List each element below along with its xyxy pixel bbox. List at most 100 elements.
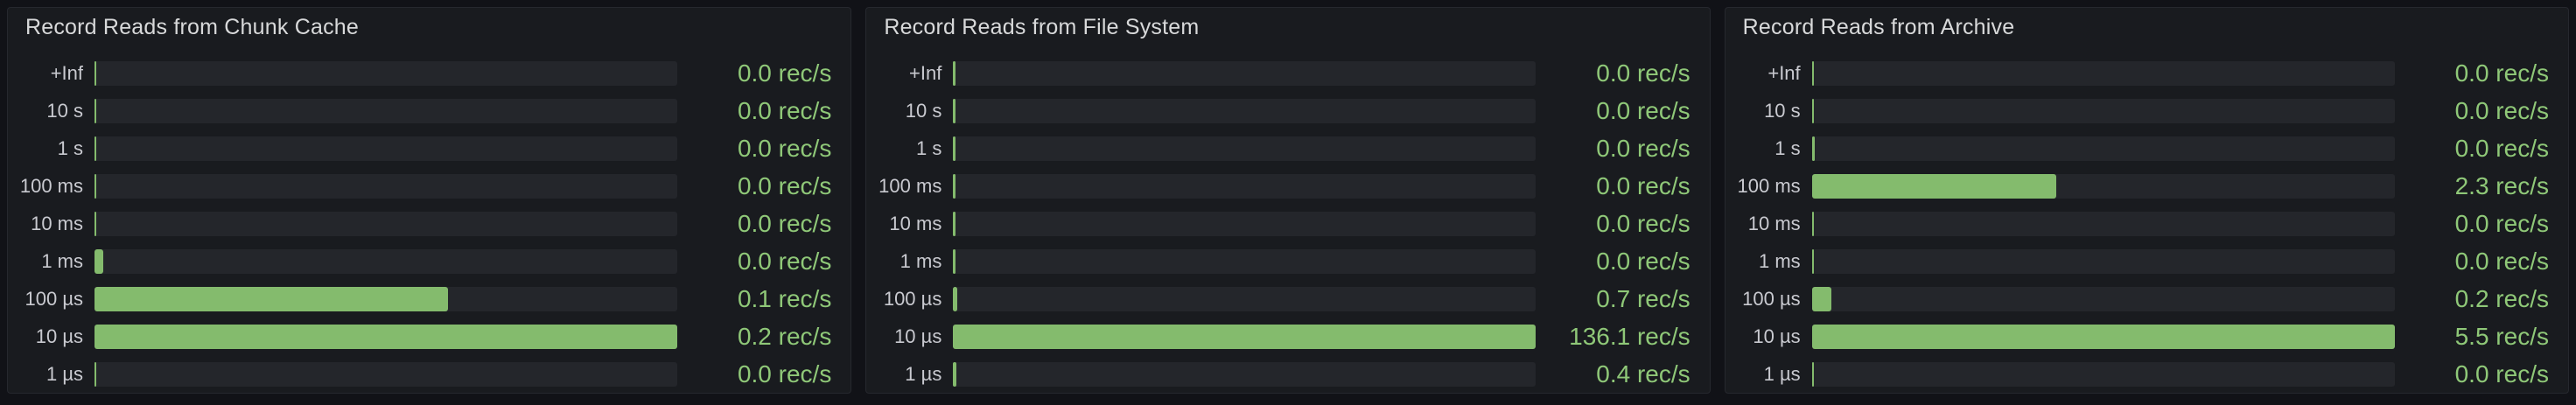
bar-track: [94, 248, 677, 274]
bucket-label: 100 ms: [19, 174, 83, 197]
bar-gauge-row: 10 ms 0.0 rec/s: [866, 205, 1709, 242]
bar-fill: [94, 173, 97, 199]
bar-gauge-row: 1 s 0.0 rec/s: [866, 129, 1709, 167]
row-value: 0.0 rec/s: [1596, 96, 1690, 124]
bar-track: [1811, 248, 2395, 274]
bar-fill: [94, 211, 97, 236]
bar-gauge-row: 10 µs 136.1 rec/s: [866, 318, 1709, 355]
bar-fill: [1811, 286, 1832, 311]
bucket-label: 100 ms: [1737, 174, 1801, 197]
bar-gauge-row: +Inf 0.0 rec/s: [866, 54, 1709, 92]
bar-gauge: +Inf 0.0 rec/s 10 s 0.0 rec/s 1 s 0.0 re…: [866, 54, 1709, 393]
row-value: 0.7 rec/s: [1596, 284, 1690, 312]
panel-1: Record Reads from Chunk Cache +Inf 0.0 r…: [7, 7, 852, 394]
bar-fill: [953, 60, 956, 86]
bar-fill: [94, 60, 97, 86]
row-value: 0.0 rec/s: [1596, 59, 1690, 87]
row-value: 136.1 rec/s: [1569, 322, 1690, 350]
row-value: 0.0 rec/s: [2454, 96, 2549, 124]
bar-fill: [1811, 98, 1814, 123]
bar-track: [94, 324, 677, 349]
bar-gauge-row: 100 µs 0.2 rec/s: [1726, 280, 2568, 318]
bar-track: [1811, 286, 2395, 311]
bar-track: [94, 286, 677, 311]
bar-track: [94, 211, 677, 236]
bar-track: [953, 98, 1536, 123]
panel-title[interactable]: Record Reads from File System: [884, 14, 1200, 39]
bar-fill: [953, 98, 956, 123]
bucket-label: 100 µs: [1742, 287, 1801, 310]
bar-gauge-row: 100 ms 0.0 rec/s: [8, 167, 850, 205]
bar-track: [953, 361, 1536, 387]
row-value: 0.0 rec/s: [1596, 134, 1690, 162]
bar-gauge-row: 1 ms 0.0 rec/s: [866, 242, 1709, 280]
bar-fill: [953, 286, 958, 311]
row-value: 0.0 rec/s: [737, 247, 832, 275]
bucket-label: 100 µs: [24, 287, 84, 310]
bucket-label: +Inf: [50, 61, 83, 84]
panel-header[interactable]: Record Reads from Chunk Cache: [8, 8, 850, 46]
bucket-label: 10 ms: [889, 212, 942, 234]
bucket-label: 1 ms: [1758, 249, 1801, 272]
bar-track: [953, 211, 1536, 236]
bar-gauge-row: 100 ms 0.0 rec/s: [866, 167, 1709, 205]
bar-track: [94, 173, 677, 199]
row-value: 0.2 rec/s: [737, 322, 832, 350]
bar-fill: [1811, 136, 1815, 161]
bucket-label: 10 ms: [1747, 212, 1801, 234]
bar-fill: [1811, 211, 1814, 236]
bar-gauge-row: 10 µs 0.2 rec/s: [8, 318, 850, 355]
bar-fill: [953, 361, 957, 387]
bucket-label: 1 ms: [41, 249, 83, 272]
bar-gauge-row: 1 ms 0.0 rec/s: [1726, 242, 2568, 280]
bar-fill: [1811, 248, 1814, 274]
panel-title[interactable]: Record Reads from Chunk Cache: [25, 14, 359, 39]
row-value: 0.0 rec/s: [737, 59, 832, 87]
bucket-label: 1 µs: [46, 362, 83, 385]
row-value: 0.0 rec/s: [2454, 59, 2549, 87]
bar-track: [1811, 361, 2395, 387]
bar-gauge-row: 1 s 0.0 rec/s: [1726, 129, 2568, 167]
row-value: 0.0 rec/s: [2454, 209, 2549, 237]
row-value: 0.0 rec/s: [1596, 247, 1690, 275]
bar-fill: [953, 248, 956, 274]
row-value: 0.1 rec/s: [737, 284, 832, 312]
panel-header[interactable]: Record Reads from File System: [866, 8, 1709, 46]
bar-gauge-row: 10 s 0.0 rec/s: [1726, 92, 2568, 129]
row-value: 0.0 rec/s: [1596, 209, 1690, 237]
panel-title[interactable]: Record Reads from Archive: [1742, 14, 2015, 39]
bar-track: [953, 286, 1536, 311]
bucket-label: 1 s: [1774, 136, 1801, 159]
bar-gauge-row: 1 µs 0.4 rec/s: [866, 355, 1709, 393]
row-value: 2.3 rec/s: [2454, 171, 2549, 199]
bucket-label: 1 s: [57, 136, 83, 159]
bar-fill: [953, 173, 956, 199]
row-value: 0.0 rec/s: [737, 96, 832, 124]
bar-fill: [1811, 173, 2057, 199]
bar-gauge-row: 10 ms 0.0 rec/s: [8, 205, 850, 242]
bar-gauge-row: 100 ms 2.3 rec/s: [1726, 167, 2568, 205]
bar-fill: [94, 361, 97, 387]
panel-header[interactable]: Record Reads from Archive: [1726, 8, 2568, 46]
bucket-label: 1 µs: [1763, 362, 1801, 385]
bar-track: [1811, 98, 2395, 123]
row-value: 0.0 rec/s: [737, 171, 832, 199]
bar-track: [1811, 60, 2395, 86]
bucket-label: 1 s: [915, 136, 942, 159]
bar-track: [1811, 211, 2395, 236]
bar-fill: [953, 136, 956, 161]
bar-gauge-row: 100 µs 0.7 rec/s: [866, 280, 1709, 318]
bar-track: [953, 136, 1536, 161]
bar-gauge-row: 1 ms 0.0 rec/s: [8, 242, 850, 280]
row-value: 0.2 rec/s: [2454, 284, 2549, 312]
bar-gauge: +Inf 0.0 rec/s 10 s 0.0 rec/s 1 s 0.0 re…: [8, 54, 850, 393]
bucket-label: 10 s: [905, 99, 942, 122]
bar-gauge-row: 1 µs 0.0 rec/s: [1726, 355, 2568, 393]
bar-gauge-row: 100 µs 0.1 rec/s: [8, 280, 850, 318]
bar-track: [94, 60, 677, 86]
bar-track: [1811, 324, 2395, 349]
bar-gauge-row: +Inf 0.0 rec/s: [1726, 54, 2568, 92]
bucket-label: +Inf: [909, 61, 942, 84]
bucket-label: 1 ms: [900, 249, 942, 272]
